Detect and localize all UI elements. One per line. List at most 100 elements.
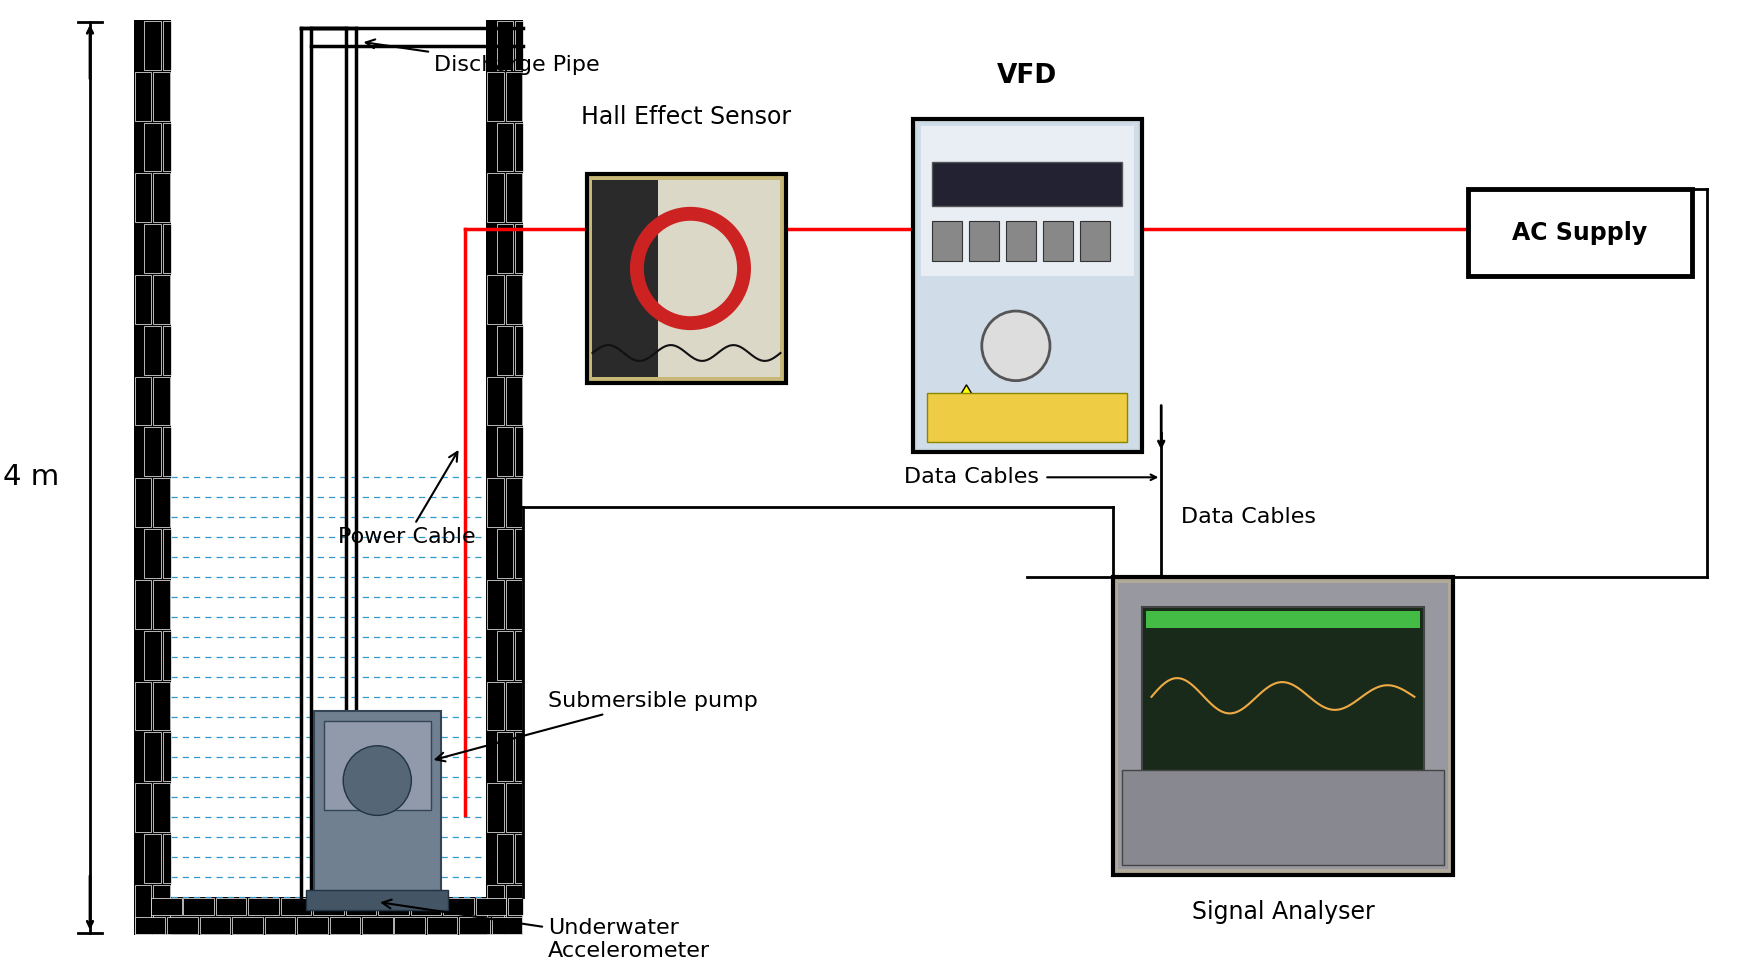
Bar [427, 917, 457, 934]
Bar [249, 898, 279, 915]
Bar [515, 21, 524, 70]
Bar [593, 180, 780, 377]
Bar [134, 20, 171, 935]
Bar [134, 917, 166, 934]
Bar [496, 834, 513, 883]
Bar [496, 428, 513, 476]
Polygon shape [944, 384, 988, 420]
Bar [506, 377, 522, 425]
Bar [487, 478, 503, 527]
Bar [153, 275, 169, 324]
Text: 4 m: 4 m [2, 464, 58, 492]
Bar [586, 174, 785, 383]
Text: Power Cable: Power Cable [339, 452, 476, 547]
Bar [515, 834, 524, 883]
Bar [145, 834, 161, 883]
Bar [411, 898, 441, 915]
Bar [162, 326, 171, 375]
Circle shape [342, 746, 411, 815]
Bar [395, 917, 425, 934]
Text: AC Supply: AC Supply [1512, 220, 1646, 244]
Bar [153, 682, 169, 730]
Bar [1005, 221, 1035, 261]
Bar [145, 428, 161, 476]
Bar [1468, 189, 1692, 276]
Text: Signal Analyser: Signal Analyser [1191, 900, 1374, 923]
Bar [508, 898, 524, 915]
Bar [145, 224, 161, 273]
Bar [145, 732, 161, 781]
Bar [496, 21, 513, 70]
Bar [153, 478, 169, 527]
Bar [162, 631, 171, 680]
Bar [152, 898, 182, 915]
Bar [162, 224, 171, 273]
Bar [199, 917, 229, 934]
Bar [153, 580, 169, 629]
Bar [506, 275, 522, 324]
Bar [134, 783, 152, 832]
Bar [145, 21, 161, 70]
Bar [926, 393, 1127, 442]
Bar [377, 898, 409, 915]
Bar [487, 275, 503, 324]
Bar [921, 126, 1132, 276]
Bar [153, 71, 169, 121]
Bar [506, 783, 522, 832]
Bar [145, 529, 161, 578]
Text: Discharge Pipe: Discharge Pipe [365, 40, 600, 74]
Text: Submersible pump: Submersible pump [436, 691, 757, 761]
Bar [134, 173, 152, 222]
Bar [515, 428, 524, 476]
Bar [134, 580, 152, 629]
Bar [487, 173, 503, 222]
Bar [506, 682, 522, 730]
Bar [134, 885, 152, 934]
Text: Underwater
Accelerometer: Underwater Accelerometer [383, 899, 709, 961]
Bar [593, 180, 658, 377]
Bar [496, 732, 513, 781]
Bar [346, 898, 376, 915]
Bar [496, 529, 513, 578]
Bar [487, 682, 503, 730]
Bar [305, 890, 448, 910]
Bar [1122, 770, 1443, 866]
Bar [280, 898, 310, 915]
Bar [162, 529, 171, 578]
Text: Data Cables: Data Cables [903, 468, 1039, 487]
Text: Data Cables: Data Cables [1180, 507, 1314, 527]
Bar [153, 783, 169, 832]
Bar [314, 711, 441, 910]
Bar [168, 917, 198, 934]
Bar [162, 834, 171, 883]
Bar [506, 173, 522, 222]
Bar [145, 123, 161, 171]
Bar [1141, 607, 1424, 771]
Bar [496, 123, 513, 171]
Bar [153, 173, 169, 222]
Bar [487, 885, 503, 934]
Bar [515, 631, 524, 680]
Bar [515, 224, 524, 273]
Bar [134, 275, 152, 324]
Bar [183, 898, 213, 915]
Bar [145, 631, 161, 680]
Bar [1111, 577, 1452, 875]
Bar [515, 732, 524, 781]
Bar [515, 326, 524, 375]
Bar [506, 71, 522, 121]
Bar [487, 71, 503, 121]
Bar [459, 917, 490, 934]
Bar [916, 124, 1138, 448]
Text: VFD: VFD [997, 64, 1057, 90]
Bar [1145, 611, 1420, 629]
Bar [314, 898, 344, 915]
Bar [931, 221, 961, 261]
Bar [487, 783, 503, 832]
Bar [515, 123, 524, 171]
Bar [506, 580, 522, 629]
Bar [496, 326, 513, 375]
Bar [506, 885, 522, 934]
Text: Hall Effect Sensor: Hall Effect Sensor [580, 105, 790, 129]
Bar [296, 917, 328, 934]
